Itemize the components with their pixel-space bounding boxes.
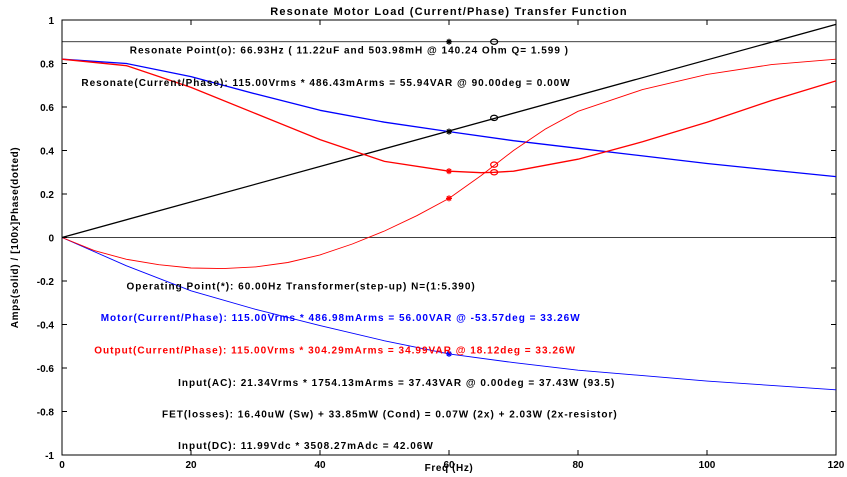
series-line — [61, 58, 837, 270]
x-tick-label: 40 — [314, 460, 326, 471]
y-tick-label: -0.4 — [37, 321, 55, 332]
x-tick-label: 120 — [828, 460, 845, 471]
circle-marker — [490, 161, 499, 168]
x-axis-label: Freq (Hz) — [425, 463, 474, 474]
x-tick-label: 100 — [699, 460, 716, 471]
star-marker — [446, 128, 452, 135]
annotation: Output(Current/Phase): 115.00Vrms * 304.… — [94, 346, 576, 357]
circle-marker — [490, 114, 499, 122]
y-tick-label: 0.4 — [40, 147, 54, 158]
y-tick-label: 1 — [48, 16, 54, 27]
y-tick-label: 0.2 — [40, 190, 54, 201]
annotation: Resonate Point(o): 66.93Hz ( 11.22uF and… — [130, 45, 569, 56]
x-tick-label: 20 — [185, 460, 197, 471]
star-marker — [446, 350, 452, 357]
y-tick-label: 0.6 — [40, 103, 54, 114]
y-axis-label: Amps(solid) / [100x]Phase(dotted) — [10, 147, 21, 329]
annotation: Input(DC): 11.99Vdc * 3508.27mAdc = 42.0… — [178, 441, 434, 452]
chart-title: Resonate Motor Load (Current/Phase) Tran… — [270, 6, 628, 18]
annotation: Motor(Current/Phase): 115.00Vrms * 486.9… — [101, 313, 581, 324]
tick-layer: 0 20 40 60 80 100 120 -1 -0.8 -0.6 -0.4 -0.2 0 0.2 0.4… — [37, 16, 845, 471]
circle-marker — [490, 38, 499, 45]
y-tick-label: -1 — [45, 451, 54, 462]
y-tick-label: -0.8 — [37, 408, 55, 419]
y-tick-label: -0.6 — [37, 364, 55, 375]
reference-lines — [62, 41, 836, 238]
marker-layer — [446, 38, 499, 357]
annotation: FET(losses): 16.40uW (Sw) + 33.85mW (Con… — [162, 410, 618, 421]
y-tick-label: -0.2 — [37, 277, 55, 288]
x-tick-label: 0 — [59, 460, 65, 471]
y-tick-label: 0.8 — [40, 60, 54, 71]
annotation: Resonate(Current/Phase): 115.00Vrms * 48… — [81, 78, 570, 89]
x-tick-label: 60 — [443, 460, 455, 471]
annotation: Input(AC): 21.34Vrms * 1754.13mArms = 37… — [178, 378, 615, 389]
circle-marker — [490, 169, 499, 176]
x-tick-label: 80 — [572, 460, 584, 471]
annotation: Operating Point(*): 60.00Hz Transformer(… — [127, 281, 476, 292]
annotation-layer: Resonate Point(o): 66.93Hz ( 11.22uF and… — [81, 45, 618, 452]
star-marker — [446, 195, 452, 202]
star-marker — [446, 38, 452, 45]
series-line — [61, 58, 837, 174]
y-tick-label: 0 — [48, 234, 54, 245]
star-marker — [446, 168, 452, 175]
